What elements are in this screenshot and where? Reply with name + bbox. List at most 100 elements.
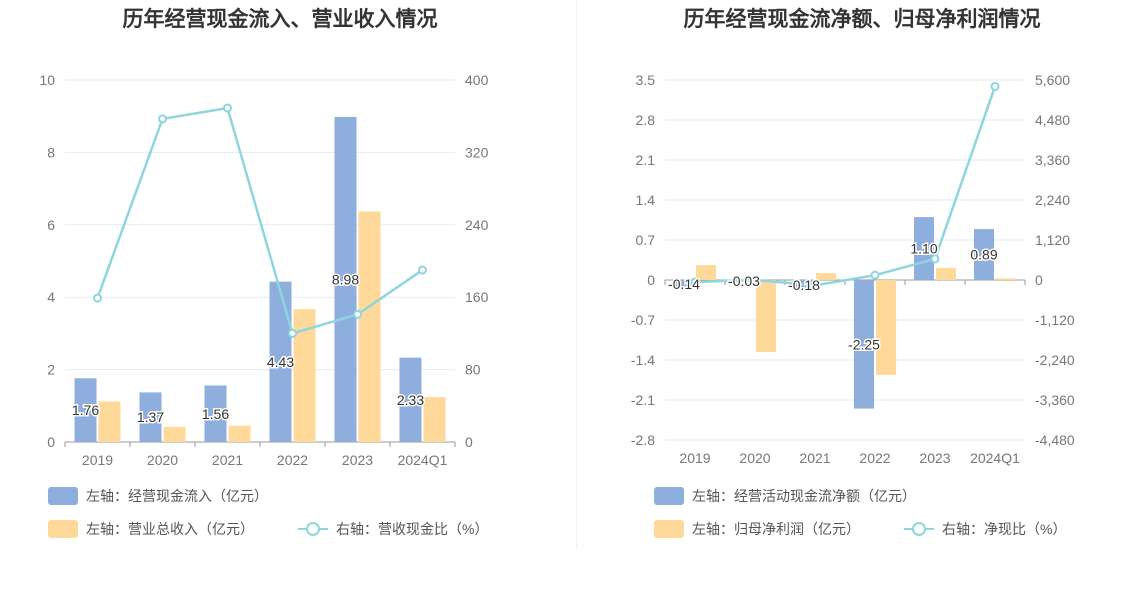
right-axis-tick-label: 0 xyxy=(465,434,473,450)
ratio-point xyxy=(810,280,820,290)
bar-data-label: 1.56 xyxy=(202,406,229,422)
primary-bar xyxy=(74,378,97,442)
legend-label-primary: 左轴：经营现金流入（亿元） xyxy=(86,488,268,504)
left-axis-tick-label: -2.8 xyxy=(631,432,655,448)
legend-label-line: 右轴：净现比（%） xyxy=(942,521,1066,537)
legend-label-secondary: 左轴：归母净利润（亿元） xyxy=(692,521,860,537)
x-axis-tick-label: 2021 xyxy=(212,452,243,468)
left-axis-tick-label: 2.8 xyxy=(636,112,656,128)
primary-bar xyxy=(204,385,227,442)
ratio-point xyxy=(750,275,760,285)
secondary-bar xyxy=(996,278,1016,280)
secondary-bar xyxy=(423,397,446,442)
cash-inflow-revenue-chart: 历年经营现金流入、营业收入情况 0 0 2 80 4 160 6 240 8 320 10 400 201… xyxy=(39,7,489,538)
right-axis-tick-label: 160 xyxy=(465,289,489,305)
right-axis-tick-label: 320 xyxy=(465,144,489,160)
left-axis-tick-label: -2.1 xyxy=(631,392,655,408)
x-axis-tick-label: 2022 xyxy=(277,452,308,468)
right-axis-tick-label: 5,600 xyxy=(1035,72,1070,88)
legend-label-line: 右轴：营收现金比（%） xyxy=(336,521,488,537)
primary-bar xyxy=(974,229,994,280)
primary-bar xyxy=(139,392,162,442)
x-axis-tick-label: 2019 xyxy=(82,452,113,468)
x-axis-tick-label: 2022 xyxy=(859,450,890,466)
ratio-point xyxy=(690,277,700,287)
legend-label-primary: 左轴：经营活动现金流净额（亿元） xyxy=(692,488,916,504)
secondary-bar xyxy=(228,425,251,442)
bar-data-label: -0.03 xyxy=(728,273,760,289)
ratio-point xyxy=(990,81,1000,91)
legend-swatch-line-marker xyxy=(912,522,926,536)
bar-data-label: 8.98 xyxy=(332,271,359,287)
x-axis-tick-label: 2024Q1 xyxy=(398,452,448,468)
left-axis-tick-label: 4 xyxy=(47,289,55,305)
secondary-bar xyxy=(816,273,836,280)
left-axis-tick-label: 0 xyxy=(647,272,655,288)
bar-data-label: -2.25 xyxy=(848,336,880,352)
right-axis-tick-label: 3,360 xyxy=(1035,152,1070,168)
primary-bar xyxy=(674,280,694,288)
chart-title: 历年经营现金流入、营业收入情况 xyxy=(123,7,438,31)
ratio-point xyxy=(158,114,167,124)
secondary-bar xyxy=(936,268,956,280)
right-axis-tick-label: 2,240 xyxy=(1035,192,1070,208)
left-axis-tick-label: 8 xyxy=(47,144,55,160)
x-axis-tick-label: 2020 xyxy=(739,450,770,466)
ratio-point xyxy=(870,270,880,280)
right-axis-tick-label: 240 xyxy=(465,217,489,233)
secondary-bar xyxy=(696,265,716,280)
legend-swatch-primary xyxy=(48,487,78,505)
ratio-point xyxy=(930,254,940,264)
primary-bar xyxy=(269,281,292,442)
left-axis-tick-label: 6 xyxy=(47,217,55,233)
bar-data-label: 1.37 xyxy=(137,409,164,425)
bar-data-label: 2.33 xyxy=(397,392,424,408)
bar-data-label: 4.43 xyxy=(267,354,294,370)
net-cashflow-profit-chart: 历年经营现金流净额、归母净利润情况 -2.8 -4,480 -2.1 -3,360 -1.… xyxy=(631,7,1075,538)
left-axis-tick-label: 2.1 xyxy=(636,152,656,168)
left-axis-tick-label: 3.5 xyxy=(636,72,656,88)
right-axis-tick-label: 80 xyxy=(465,362,481,378)
panel-divider xyxy=(576,0,577,549)
x-axis-tick-label: 2019 xyxy=(679,450,710,466)
secondary-bar xyxy=(293,309,316,442)
secondary-bar xyxy=(98,401,121,442)
legend-label-secondary: 左轴：营业总收入（亿元） xyxy=(86,521,254,537)
x-axis-tick-label: 2024Q1 xyxy=(970,450,1020,466)
ratio-point xyxy=(93,293,102,303)
right-axis-tick-label: 4,480 xyxy=(1035,112,1070,128)
chart-title: 历年经营现金流净额、归母净利润情况 xyxy=(684,7,1041,31)
secondary-bar xyxy=(163,426,186,442)
secondary-bar xyxy=(358,211,381,442)
right-axis-tick-label: 400 xyxy=(465,72,489,88)
legend-swatch-secondary xyxy=(654,520,684,538)
right-axis-tick-label: 0 xyxy=(1035,272,1043,288)
right-axis-tick-label: -1,120 xyxy=(1035,312,1075,328)
bar-data-label: -0.14 xyxy=(668,276,700,292)
secondary-bar xyxy=(876,280,896,375)
primary-bar xyxy=(854,280,874,409)
ratio-point xyxy=(418,265,427,275)
ratio-point xyxy=(353,309,362,319)
bar-data-label: 1.76 xyxy=(72,402,99,418)
legend-swatch-secondary xyxy=(48,520,78,538)
primary-bar xyxy=(334,116,357,442)
right-axis-tick-label: 1,120 xyxy=(1035,232,1070,248)
left-axis-tick-label: 1.4 xyxy=(636,192,656,208)
bar-data-label: 1.10 xyxy=(910,241,937,257)
x-axis-tick-label: 2021 xyxy=(799,450,830,466)
bar-data-label: -0.18 xyxy=(788,277,820,293)
primary-bar xyxy=(399,357,422,442)
secondary-bar xyxy=(756,280,776,352)
ratio-point xyxy=(288,328,297,338)
left-axis-tick-label: 10 xyxy=(39,72,55,88)
right-axis-tick-label: -3,360 xyxy=(1035,392,1075,408)
x-axis-tick-label: 2023 xyxy=(919,450,950,466)
left-axis-tick-label: 0.7 xyxy=(636,232,656,248)
ratio-point xyxy=(223,103,232,113)
left-axis-tick-label: 2 xyxy=(47,362,55,378)
left-axis-tick-label: -0.7 xyxy=(631,312,655,328)
legend-swatch-line-marker xyxy=(306,522,320,536)
x-axis-tick-label: 2023 xyxy=(342,452,373,468)
ratio-line xyxy=(96,106,424,335)
